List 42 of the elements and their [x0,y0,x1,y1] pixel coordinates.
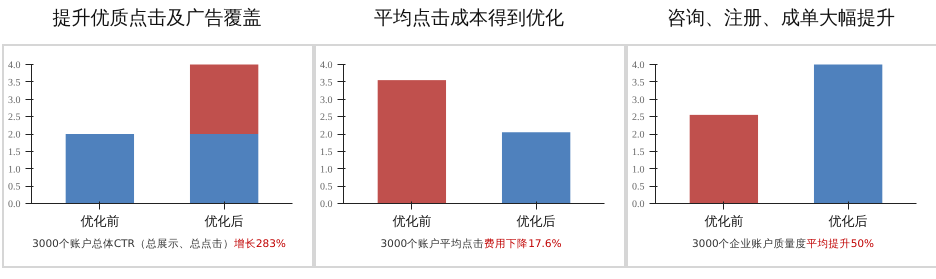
x-tick-label: 优化后 [516,214,556,230]
y-tick-label: 3.5 [320,77,332,88]
text: 3000个账户平均点击 [380,238,484,250]
text: 平均提升50% [806,238,874,250]
x-tick-label: 优化前 [80,214,120,230]
y-tick-label: 3.0 [320,94,332,106]
y-tick-label: 1.0 [8,164,20,176]
text: 3000个企业账户质量度 [692,238,807,250]
x-tick-label: 优化后 [828,214,868,230]
y-tick-label: 2.0 [320,130,332,140]
text: 3000个账户总体CTR（总展示、总点击） [32,238,234,250]
y-tick-label: 0.0 [320,199,332,210]
x-tick-label: 优化前 [704,214,744,230]
y-tick-label: 2.5 [8,112,20,124]
y-tick-label: 2.5 [632,112,644,124]
y-tick-label: 1.0 [632,164,644,176]
x-tick-label: 优化后 [204,214,244,230]
y-tick-label: 1.5 [8,146,20,158]
y-tick-label: 0.0 [8,199,20,210]
y-tick-label: 1.5 [320,146,332,158]
text: 费用下降17.6% [484,238,562,250]
x-tick-label: 优化前 [392,214,432,230]
y-tick-label: 0.0 [632,199,644,210]
y-tick-label: 4.0 [320,60,332,71]
y-tick-label: 0.5 [320,182,332,193]
y-tick-label: 2.0 [632,130,644,140]
chart-title: 咨询、注册、成单大幅提升 [667,6,895,31]
chart-title: 平均点击成本得到优化 [374,6,564,31]
y-tick-label: 4.0 [8,60,20,71]
chart-title: 提升优质点击及广告覆盖 [52,6,262,31]
y-tick-label: 3.0 [632,94,644,106]
y-tick-label: 3.5 [8,77,20,88]
y-tick-label: 1.5 [632,146,644,158]
text: 增长283% [234,238,286,250]
y-tick-label: 4.0 [632,60,644,71]
y-tick-label: 0.5 [632,182,644,193]
y-tick-label: 1.0 [320,164,332,176]
y-tick-label: 2.0 [8,130,20,140]
y-tick-label: 3.0 [8,94,20,106]
y-tick-label: 3.5 [632,77,644,88]
y-tick-label: 0.5 [8,182,20,193]
y-tick-label: 2.5 [320,112,332,124]
